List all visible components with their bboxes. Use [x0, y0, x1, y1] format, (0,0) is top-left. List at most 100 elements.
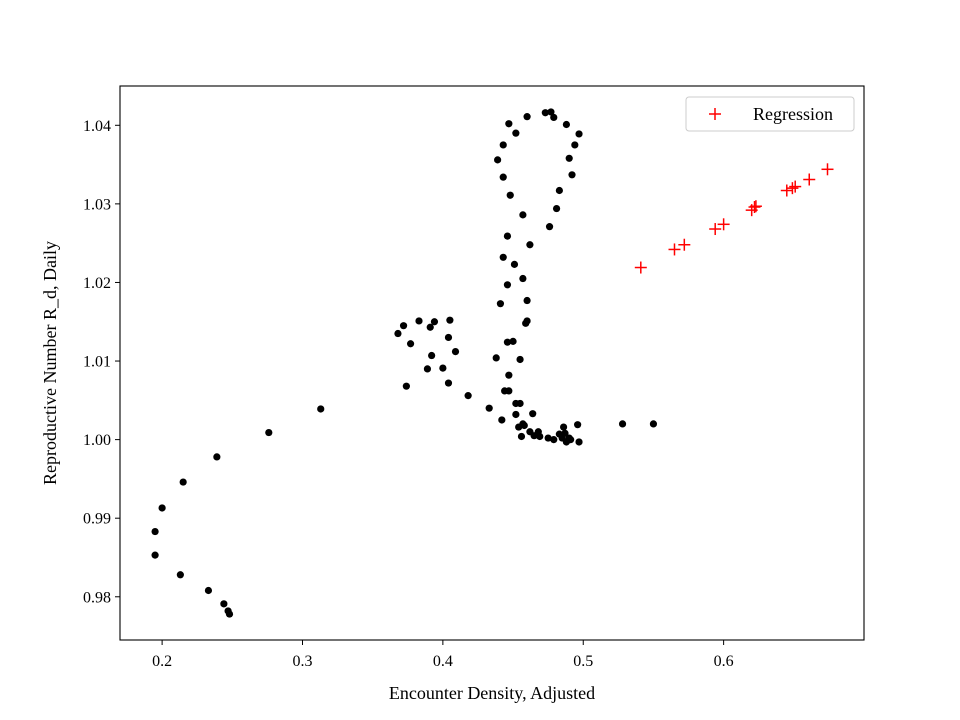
data-point: [402, 382, 410, 390]
data-point: [529, 410, 537, 418]
data-point: [517, 432, 526, 441]
x-tick-label: 0.6: [714, 653, 734, 670]
data-point: [550, 436, 558, 444]
data-point: [446, 316, 454, 324]
data-point: [567, 436, 575, 444]
x-axis-label: Encounter Density, Adjusted: [389, 683, 595, 703]
data-point: [426, 323, 434, 331]
y-axis-label: Reproductive Number R_d, Daily: [40, 241, 60, 485]
plot-area-frame: [119, 85, 865, 641]
y-tick-label: 0.98: [83, 589, 111, 606]
y-tick-label: 1.00: [83, 432, 111, 449]
data-point: [561, 429, 569, 437]
y-tick-label: 1.04: [83, 118, 111, 135]
data-point: [509, 337, 517, 345]
legend-marker-regression: [709, 108, 721, 120]
data-point: [224, 607, 232, 615]
legend-label-regression: Regression: [753, 104, 833, 124]
data-point: [265, 428, 273, 437]
data-point: [485, 404, 493, 412]
data-point: [506, 191, 514, 199]
data-point: [176, 571, 184, 579]
regression-point: [634, 261, 647, 274]
y-tick-label: 1.02: [83, 275, 111, 292]
data-point: [547, 108, 555, 116]
data-point: [505, 371, 513, 379]
data-point: [559, 423, 568, 431]
data-point: [526, 241, 534, 249]
data-point: [552, 204, 561, 213]
x-tick-label: 0.2: [152, 653, 172, 670]
data-point: [512, 410, 520, 419]
data-point: [415, 317, 423, 325]
data-point: [523, 317, 531, 325]
regression-point: [717, 218, 730, 231]
data-point: [618, 420, 627, 428]
x-tick-label: 0.3: [292, 653, 312, 670]
regression-point: [786, 182, 799, 195]
data-point: [571, 141, 579, 149]
data-point: [439, 364, 447, 372]
data-point: [575, 438, 583, 446]
regression-points: [634, 163, 834, 274]
data-point: [444, 379, 453, 387]
data-point: [498, 416, 506, 424]
data-point: [536, 432, 544, 441]
data-point: [519, 211, 527, 219]
regression-point: [780, 184, 793, 197]
data-point: [220, 600, 228, 608]
data-point: [512, 129, 520, 137]
data-point: [503, 338, 512, 346]
data-point: [499, 141, 507, 149]
data-point: [428, 351, 436, 360]
data-point: [550, 113, 558, 122]
data-point: [523, 113, 531, 121]
data-point: [492, 354, 500, 362]
data-point: [503, 281, 512, 289]
data-point: [451, 348, 460, 356]
x-tick-label: 0.4: [433, 653, 453, 670]
data-point: [505, 387, 513, 395]
data-point: [499, 173, 507, 181]
data-point: [523, 296, 531, 305]
data-point: [464, 392, 472, 400]
data-point: [505, 120, 513, 128]
data-point: [406, 340, 415, 348]
data-point: [575, 130, 583, 138]
regression-point: [748, 201, 761, 214]
data-point: [151, 551, 159, 559]
data-point: [399, 322, 408, 330]
data-point: [510, 260, 519, 268]
regression-point: [749, 200, 762, 213]
regression-point: [709, 223, 722, 236]
data-point: [317, 405, 325, 413]
data-point: [204, 586, 213, 595]
y-tick-label: 1.03: [83, 196, 111, 213]
x-tick-label: 0.5: [573, 653, 593, 670]
data-point: [430, 318, 439, 326]
legend: Regression: [685, 96, 855, 132]
data-point: [503, 232, 512, 240]
data-point: [516, 355, 524, 364]
data-point: [423, 365, 432, 373]
data-point: [649, 420, 658, 428]
data-point: [568, 171, 576, 179]
legend-box: [685, 96, 855, 132]
regression-point: [803, 173, 816, 186]
regression-point: [789, 180, 802, 193]
data-point: [519, 274, 527, 283]
x-axis-ticks: 0.2 0.3 0.4 0.5 0.6: [152, 640, 734, 670]
y-tick-label: 0.99: [83, 511, 111, 528]
data-point: [565, 154, 573, 162]
data-point: [516, 399, 524, 408]
data-point: [213, 453, 221, 461]
regression-point: [668, 243, 681, 256]
regression-point: [821, 163, 834, 176]
legend-plus-marker: [709, 108, 721, 120]
data-points: [151, 108, 658, 618]
data-point: [179, 478, 187, 486]
data-point: [494, 156, 502, 164]
y-tick-label: 1.01: [83, 354, 111, 371]
data-point: [541, 109, 549, 117]
